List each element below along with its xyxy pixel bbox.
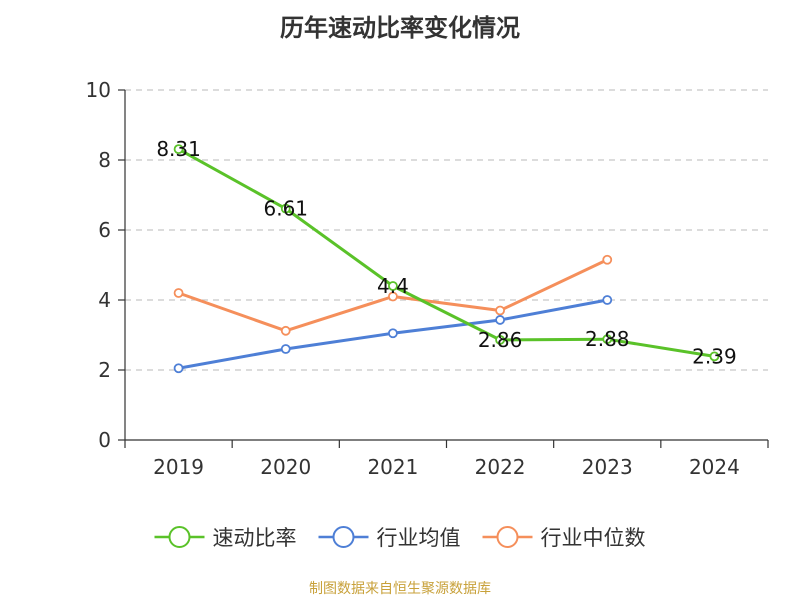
source-note: 制图数据来自恒生聚源数据库 [309,581,491,597]
data-labels: 8.31 6.61 4.4 2.86 2.88 2.39 [156,137,736,368]
legend-item[interactable]: 行业均值 [318,526,461,550]
data-label: 6.61 [263,197,308,221]
legend-marker-icon [496,526,519,548]
data-label: 2.86 [478,328,523,352]
data-point [602,334,613,345]
legend-label: 行业中位数 [541,526,646,550]
grid-lines [125,89,768,371]
legend[interactable]: 速动比率 行业均值 行业中位数 [154,526,646,550]
y-tick-label: 8 [98,148,111,172]
y-tick-label: 10 [86,78,111,102]
legend-item[interactable]: 行业中位数 [482,526,646,550]
axes: 0 2 4 6 8 10 2019 2020 2021 2022 2023 2024 [86,78,769,479]
y-tick-label: 2 [98,358,111,382]
x-tick-label: 2020 [260,455,311,479]
data-label: 2.39 [692,344,737,368]
data-point [280,344,291,354]
data-point [602,295,613,305]
data-point [280,203,291,214]
series-line [177,147,715,358]
data-point [709,351,720,362]
data-point [173,144,184,155]
data-point [173,288,184,298]
data-label: 8.31 [156,137,201,161]
data-label: 4.4 [377,274,409,298]
data-point [280,325,291,336]
legend-label: 行业均值 [377,526,461,550]
x-tick-label: 2022 [475,455,526,479]
x-tick-label: 2019 [153,455,204,479]
data-point [495,334,505,345]
data-point [495,315,505,325]
y-tick-label: 6 [98,218,111,242]
data-point [495,305,505,316]
legend-item[interactable]: 速动比率 [154,526,297,550]
y-tick-label: 0 [98,428,111,452]
y-tick-label: 4 [98,288,111,312]
legend-label: 速动比率 [213,526,297,550]
series-layer [173,144,720,374]
data-point [173,363,184,374]
legend-marker-icon [168,526,191,548]
x-tick-label: 2024 [689,455,740,479]
data-label: 2.88 [585,327,630,351]
data-point [602,254,613,265]
legend-marker-icon [332,526,355,548]
data-point [388,291,398,302]
x-tick-label: 2023 [582,455,633,479]
x-tick-label: 2021 [367,455,418,479]
data-point [388,281,398,291]
data-point [388,328,398,339]
chart-title: 历年速动比率变化情况 [280,14,520,42]
